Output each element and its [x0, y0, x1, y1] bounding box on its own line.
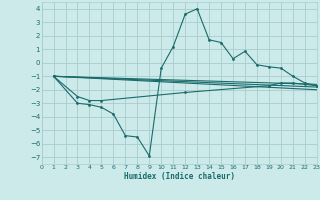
X-axis label: Humidex (Indice chaleur): Humidex (Indice chaleur) — [124, 172, 235, 181]
